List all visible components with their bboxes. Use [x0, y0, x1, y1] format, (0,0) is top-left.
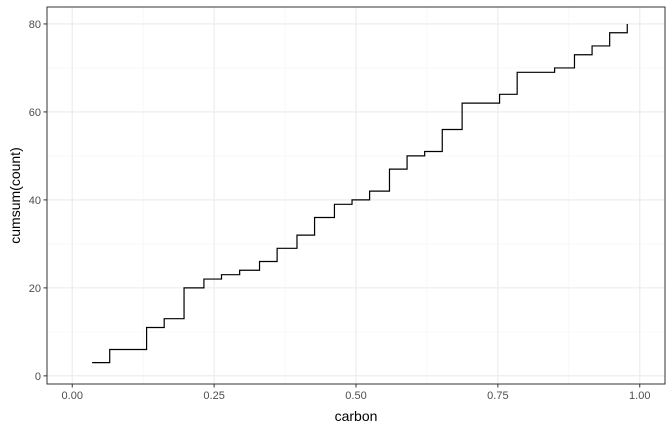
- series-step-line: [92, 23, 628, 364]
- x-tick-label: 0.25: [203, 390, 224, 402]
- x-tick-label: 0.75: [487, 390, 508, 402]
- x-tick-label: 1.00: [629, 390, 650, 402]
- grid-major: [47, 7, 665, 384]
- x-tick-label: 0.50: [345, 390, 366, 402]
- y-axis: 0 20 40 60 80: [29, 19, 47, 383]
- y-tick-label: 80: [29, 19, 41, 31]
- y-axis-title: cumsum(count): [7, 147, 23, 243]
- y-tick-label: 0: [35, 371, 41, 383]
- x-axis-title: carbon: [335, 408, 378, 424]
- y-tick-label: 60: [29, 107, 41, 119]
- y-tick-label: 40: [29, 195, 41, 207]
- y-tick-label: 20: [29, 283, 41, 295]
- x-tick-label: 0.00: [62, 390, 83, 402]
- x-axis: 0.00 0.25 0.50 0.75 1.00: [62, 384, 650, 402]
